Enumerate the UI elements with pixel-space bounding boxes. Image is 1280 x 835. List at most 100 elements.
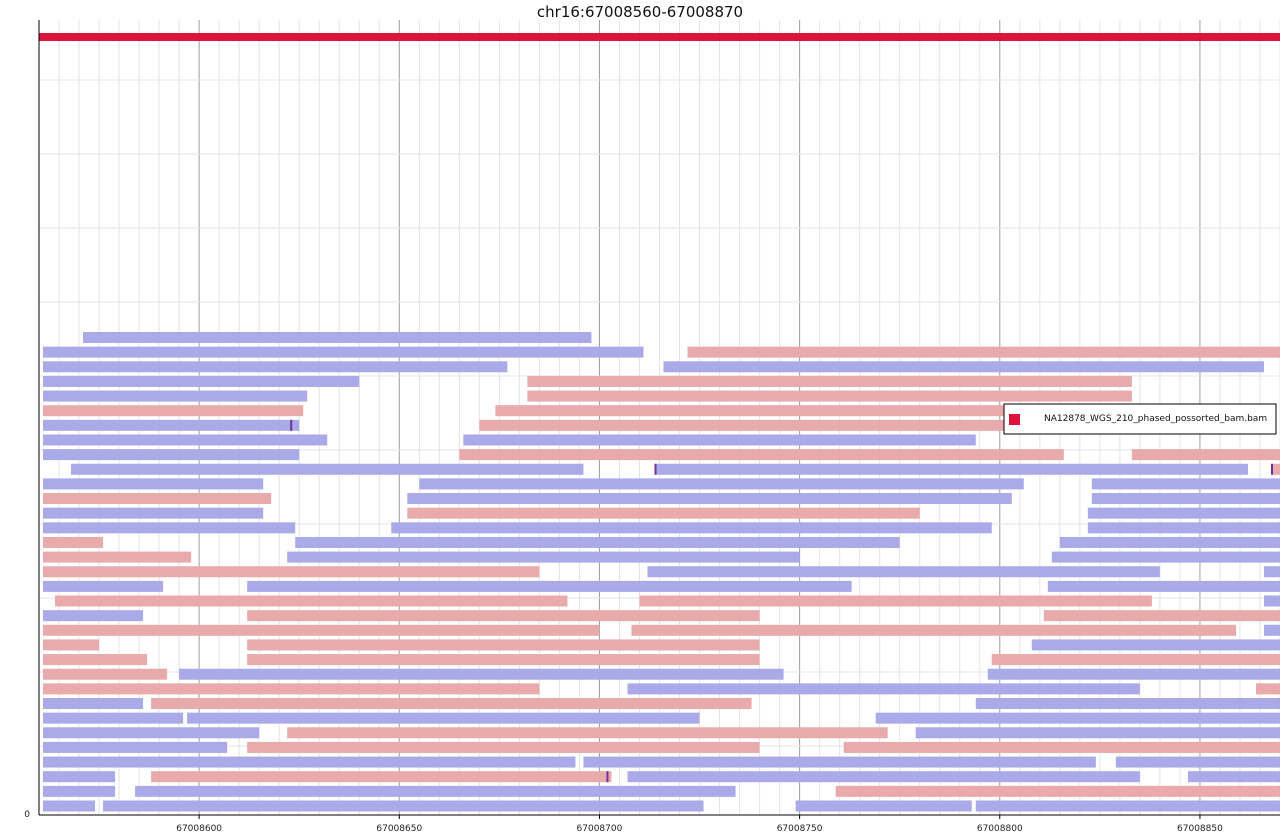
read-forward bbox=[1087, 522, 1280, 534]
mismatch-mark bbox=[290, 419, 293, 431]
read-forward bbox=[43, 698, 144, 709]
read-forward bbox=[43, 522, 296, 534]
read-reverse bbox=[43, 566, 540, 578]
read-reverse bbox=[247, 639, 760, 651]
read-reverse bbox=[151, 698, 752, 709]
y-tick-label: 0 bbox=[24, 810, 30, 820]
read-forward bbox=[583, 756, 1096, 768]
read-forward bbox=[43, 419, 300, 431]
read-forward bbox=[663, 361, 1264, 373]
read-forward bbox=[43, 771, 116, 783]
read-reverse bbox=[407, 507, 920, 519]
read-reverse bbox=[1131, 449, 1280, 461]
read-forward bbox=[43, 800, 96, 812]
x-tick-label: 67008700 bbox=[577, 824, 623, 834]
read-forward bbox=[43, 375, 360, 387]
mismatch-mark bbox=[654, 463, 657, 475]
read-forward bbox=[287, 551, 800, 563]
mismatch-mark bbox=[606, 771, 609, 783]
read-forward bbox=[43, 390, 308, 402]
read-forward bbox=[419, 478, 1024, 490]
read-forward bbox=[1087, 507, 1280, 519]
read-forward bbox=[43, 346, 644, 358]
read-forward bbox=[627, 771, 1140, 783]
read-reverse bbox=[247, 610, 760, 622]
read-reverse bbox=[1271, 463, 1280, 475]
read-forward bbox=[1059, 536, 1280, 548]
read-forward bbox=[1187, 771, 1280, 783]
read-forward bbox=[655, 463, 1248, 475]
x-tick-label: 67008800 bbox=[977, 824, 1023, 834]
read-forward bbox=[915, 727, 1280, 739]
read-forward bbox=[1091, 478, 1280, 490]
read-reverse bbox=[247, 654, 760, 666]
read-reverse bbox=[527, 375, 1132, 387]
coverage-track bbox=[39, 33, 1280, 41]
read-reverse bbox=[1255, 683, 1280, 695]
read-reverse bbox=[43, 536, 104, 548]
read-reverse bbox=[43, 668, 168, 680]
chart-title: chr16:67008560-67008870 bbox=[537, 3, 743, 21]
legend-label: NA12878_WGS_210_phased_possorted_bam.bam bbox=[1044, 414, 1267, 424]
x-tick-label: 67008600 bbox=[176, 824, 222, 834]
legend-swatch bbox=[1009, 414, 1020, 425]
read-forward bbox=[875, 712, 1280, 724]
x-tick-label: 67008650 bbox=[376, 824, 422, 834]
read-forward bbox=[1031, 639, 1280, 651]
read-forward bbox=[179, 668, 784, 680]
read-forward bbox=[1051, 551, 1280, 563]
read-forward bbox=[43, 580, 164, 592]
read-forward bbox=[1263, 624, 1280, 636]
read-forward bbox=[391, 522, 992, 534]
read-forward bbox=[987, 668, 1280, 680]
read-reverse bbox=[43, 639, 100, 651]
read-forward bbox=[975, 698, 1280, 709]
read-reverse bbox=[639, 595, 1152, 607]
read-forward bbox=[43, 449, 300, 461]
mismatch-layer bbox=[290, 419, 1273, 783]
read-reverse bbox=[1043, 610, 1280, 622]
read-reverse bbox=[495, 405, 1064, 417]
read-forward bbox=[71, 463, 584, 475]
read-forward bbox=[135, 785, 736, 797]
read-reverse bbox=[151, 771, 612, 783]
read-forward bbox=[103, 800, 704, 812]
read-reverse bbox=[631, 624, 1236, 636]
read-reverse bbox=[43, 654, 148, 666]
read-forward bbox=[43, 478, 264, 490]
read-forward bbox=[627, 683, 1140, 695]
read-forward bbox=[407, 493, 1012, 505]
read-forward bbox=[1091, 493, 1280, 505]
read-forward bbox=[975, 800, 1280, 812]
read-reverse bbox=[687, 346, 1280, 358]
read-reverse bbox=[479, 419, 1084, 431]
read-forward bbox=[247, 580, 852, 592]
read-forward bbox=[43, 741, 228, 753]
read-reverse bbox=[43, 405, 304, 417]
read-forward bbox=[43, 361, 508, 373]
read-reverse bbox=[43, 493, 272, 505]
read-reverse bbox=[459, 449, 1064, 461]
read-forward bbox=[43, 756, 576, 768]
read-reverse bbox=[43, 624, 600, 636]
x-tick-label: 67008750 bbox=[777, 824, 823, 834]
read-forward bbox=[43, 610, 144, 622]
read-forward bbox=[43, 727, 260, 739]
read-reverse bbox=[247, 741, 760, 753]
read-forward bbox=[1047, 580, 1280, 592]
legend: NA12878_WGS_210_phased_possorted_bam.bam bbox=[1003, 403, 1277, 435]
read-reverse bbox=[287, 727, 888, 739]
legend-box bbox=[1003, 403, 1277, 435]
mismatch-mark bbox=[1270, 463, 1273, 475]
read-forward bbox=[43, 507, 264, 519]
read-forward bbox=[43, 785, 116, 797]
read-forward bbox=[83, 332, 592, 343]
read-reverse bbox=[55, 595, 568, 607]
read-forward bbox=[1115, 756, 1280, 768]
x-axis-ticks: 67008600 67008650 67008700 67008750 67008800… bbox=[176, 815, 1223, 834]
read-forward bbox=[1263, 595, 1280, 607]
x-tick-label: 67008850 bbox=[1177, 824, 1223, 834]
read-forward bbox=[795, 800, 972, 812]
reads-layer bbox=[43, 332, 1280, 812]
